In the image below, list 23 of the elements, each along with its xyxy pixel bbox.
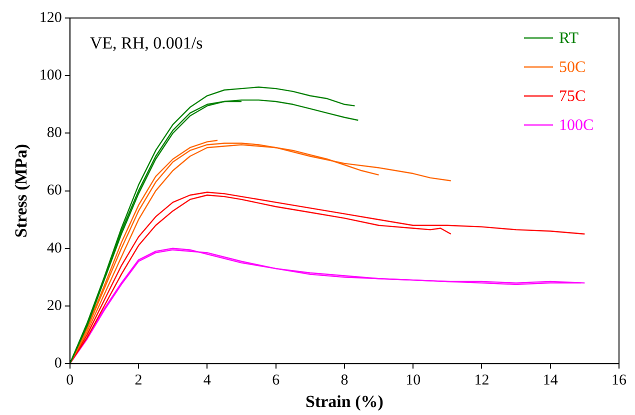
x-axis-title: Strain (%) [305, 392, 384, 412]
y-tick-label: 80 [46, 125, 62, 142]
x-tick-label: 12 [474, 372, 490, 389]
x-tick-label: 10 [406, 372, 421, 389]
legend-label: 50C [559, 59, 586, 76]
y-tick-label: 60 [46, 182, 62, 199]
legend-label: RT [559, 30, 579, 48]
x-tick-label: 8 [340, 372, 348, 389]
y-axis-title: Stress (MPa) [12, 144, 31, 238]
x-tick-label: 16 [612, 372, 627, 389]
annotation: VE, RH, 0.001/s [90, 33, 203, 52]
legend-label: 100C [559, 117, 594, 134]
x-tick-label: 2 [134, 372, 142, 389]
y-tick-label: 120 [39, 10, 62, 26]
legend-label: 75C [559, 88, 586, 106]
y-tick-label: 40 [46, 240, 62, 256]
y-tick-label: 0 [54, 356, 62, 372]
x-tick-label: 4 [203, 372, 212, 389]
x-tick-label: 0 [66, 372, 74, 389]
y-tick-label: 100 [39, 68, 62, 84]
x-tick-label: 14 [542, 372, 558, 389]
x-tick-label: 6 [272, 372, 280, 389]
y-tick-label: 20 [46, 298, 62, 314]
